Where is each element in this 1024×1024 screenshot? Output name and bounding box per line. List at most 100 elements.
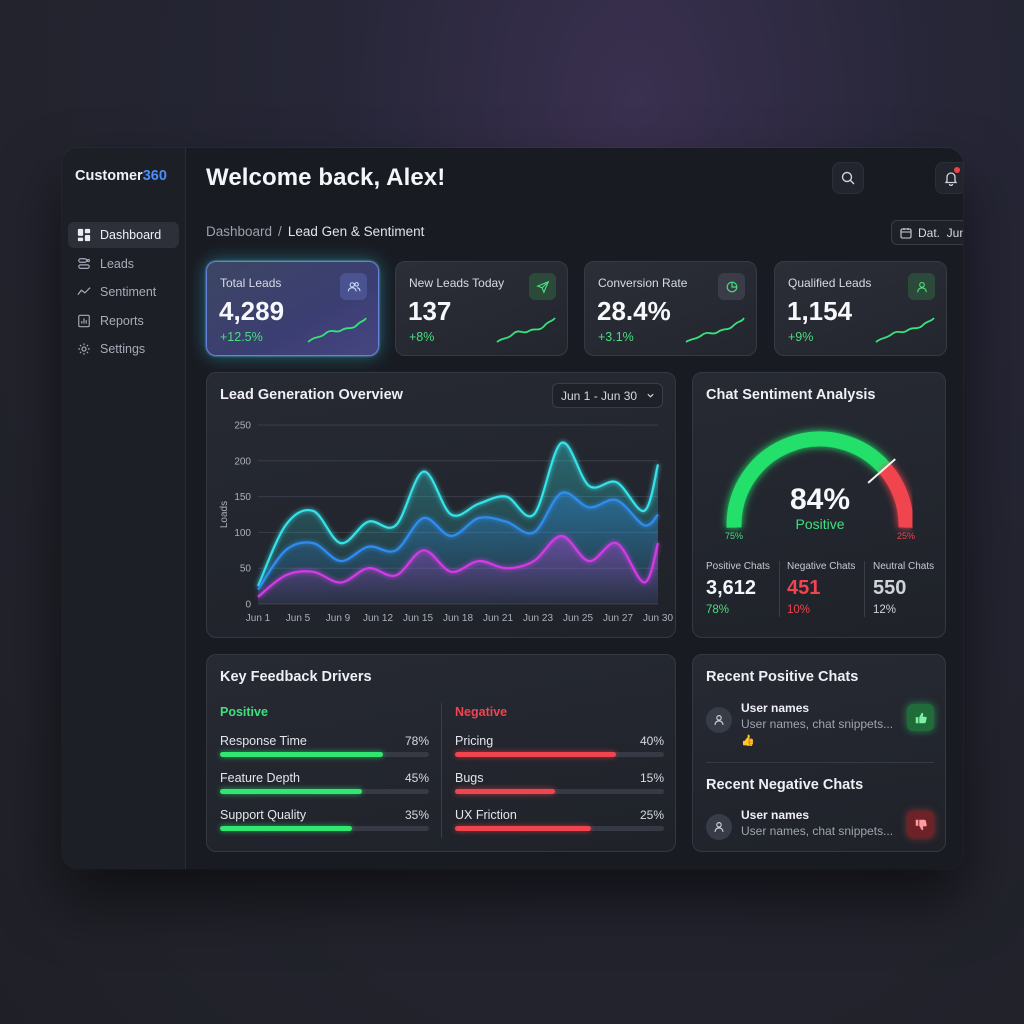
calendar-icon bbox=[900, 227, 912, 239]
kpi-delta: +3.1% bbox=[598, 330, 634, 344]
driver-percent: 15% bbox=[639, 771, 664, 785]
brand-name: Customer bbox=[75, 168, 143, 184]
kpi-delta: +9% bbox=[788, 330, 814, 344]
kpi-sparkline bbox=[307, 317, 367, 343]
kpi-card-new-leads-today[interactable]: New Leads Today 137 +8% bbox=[395, 261, 568, 356]
recent-negative-title: Recent Negative Chats bbox=[706, 777, 864, 793]
series-line[interactable] bbox=[256, 441, 660, 587]
progress-track bbox=[220, 752, 429, 757]
divider bbox=[441, 703, 442, 838]
negative-chats-stat: Negative Chats 451 10% bbox=[787, 561, 855, 616]
x-tick-label: Jun 1 bbox=[246, 613, 271, 624]
driver-name: Pricing bbox=[455, 734, 494, 748]
sidebar-item-reports[interactable]: Reports bbox=[68, 308, 179, 334]
card-title: Key Feedback Drivers bbox=[220, 669, 372, 685]
stat-label: Negative Chats bbox=[787, 561, 856, 572]
stat-value: 550 bbox=[873, 577, 907, 599]
notifications-button[interactable] bbox=[935, 162, 963, 194]
sidebar-item-leads[interactable]: Leads bbox=[68, 251, 179, 277]
sidebar-item-settings[interactable]: Settings bbox=[68, 336, 179, 362]
notification-dot bbox=[954, 167, 960, 173]
negative-chat-item[interactable]: User names User names, chat snippets... bbox=[706, 808, 934, 856]
y-tick-label: 150 bbox=[234, 492, 251, 503]
stat-percent: 12% bbox=[873, 604, 897, 616]
sidebar-item-sentiment[interactable]: Sentiment bbox=[68, 279, 179, 305]
y-tick-label: 0 bbox=[245, 600, 251, 611]
driver-percent: 78% bbox=[404, 734, 429, 748]
kpi-sparkline bbox=[685, 317, 745, 343]
series-line[interactable] bbox=[257, 491, 659, 591]
breadcrumb-root[interactable]: Dashboard bbox=[206, 224, 273, 239]
kpi-card-qualified-leads[interactable]: Qualified Leads 1,154 +9% bbox=[774, 261, 947, 356]
sidebar-item-label: Reports bbox=[100, 313, 144, 328]
sentiment-card: Chat Sentiment Analysis 84% Positive 75%… bbox=[692, 372, 946, 638]
positive-chat-item[interactable]: User names User names, chat snippets... … bbox=[706, 701, 934, 749]
date-range-dropdown[interactable]: Jun 1 - Jun 30 bbox=[552, 383, 663, 408]
gauge-right-label: 25% bbox=[897, 531, 915, 541]
progress-track bbox=[220, 789, 429, 794]
lead-generation-chart: 0 50 100 150 200 250 Loads Jun 1 Jun 5 Jun 9 Jun 1… bbox=[219, 421, 673, 625]
progress-track bbox=[455, 789, 664, 794]
kpi-sparkline bbox=[875, 317, 935, 343]
series-line[interactable] bbox=[257, 534, 660, 598]
pie-icon bbox=[718, 273, 745, 300]
kpi-card-total-leads[interactable]: Total Leads 4,289 +12.5% bbox=[206, 261, 379, 356]
gauge-negative-arc bbox=[878, 463, 914, 528]
driver-percent: 45% bbox=[404, 771, 429, 785]
kpi-sparkline bbox=[496, 317, 556, 343]
divider bbox=[706, 762, 934, 763]
sidebar-item-dashboard[interactable]: Dashboard bbox=[68, 222, 179, 248]
thumbs-down-icon[interactable] bbox=[907, 811, 934, 838]
negative-column-title: Negative bbox=[455, 705, 508, 719]
x-tick-label: Jun 27 bbox=[603, 613, 633, 624]
kpi-card-conversion-rate[interactable]: Conversion Rate 28.4% +3.1% bbox=[584, 261, 757, 356]
kpi-delta: +8% bbox=[409, 330, 435, 344]
card-title: Chat Sentiment Analysis bbox=[706, 387, 876, 403]
x-tick-label: Jun 12 bbox=[363, 613, 393, 624]
date-range-label: Jun 1 - Jun 30 bbox=[561, 388, 638, 403]
brand-logo[interactable]: Customer360 bbox=[75, 168, 167, 184]
gauge-left-label: 75% bbox=[725, 531, 743, 541]
date-picker-button[interactable]: Dat. Jun 21 bbox=[891, 220, 963, 245]
progress-fill bbox=[220, 789, 363, 794]
thumbs-up-icon[interactable] bbox=[907, 704, 934, 731]
reports-icon bbox=[76, 313, 92, 329]
x-tick-label: Jun 25 bbox=[563, 613, 593, 624]
neutral-chats-stat: Neutral Chats 550 12% bbox=[873, 561, 934, 616]
x-tick-label: Jun 5 bbox=[286, 613, 311, 624]
kpi-label: Qualified Leads bbox=[788, 276, 872, 290]
positive-chats-stat: Positive Chats 3,612 78% bbox=[706, 561, 770, 616]
page-title: Welcome back, Alex! bbox=[206, 164, 446, 191]
y-tick-label: 200 bbox=[234, 456, 251, 467]
breadcrumb-separator: / bbox=[278, 224, 282, 239]
lead-generation-card: Lead Generation Overview Jun 1 - Jun 30 … bbox=[206, 372, 676, 638]
search-button[interactable] bbox=[832, 162, 864, 194]
sidebar-item-label: Settings bbox=[100, 342, 146, 356]
kpi-value: 1,154 bbox=[787, 296, 853, 326]
driver-percent: 25% bbox=[639, 808, 664, 822]
kpi-label: Conversion Rate bbox=[598, 276, 688, 290]
user-icon bbox=[908, 273, 935, 300]
y-tick-label: 50 bbox=[240, 564, 252, 575]
gauge-value: 84% bbox=[790, 483, 850, 516]
x-tick-label: Jun 21 bbox=[483, 613, 513, 624]
stat-percent: 10% bbox=[787, 604, 811, 616]
kpi-value: 28.4% bbox=[597, 296, 671, 326]
progress-track bbox=[220, 826, 429, 831]
dashboard-icon bbox=[76, 227, 92, 243]
divider bbox=[779, 561, 780, 617]
stat-percent: 78% bbox=[706, 604, 730, 616]
breadcrumb: Dashboard / Lead Gen & Sentiment bbox=[206, 224, 424, 239]
trend-icon bbox=[76, 284, 92, 300]
stat-label: Positive Chats bbox=[706, 561, 770, 572]
gauge-positive-arc bbox=[726, 431, 891, 528]
progress-fill bbox=[220, 826, 352, 831]
search-icon bbox=[841, 171, 855, 185]
user-icon bbox=[706, 707, 732, 733]
driver-name: Bugs bbox=[455, 771, 484, 785]
x-tick-label: Jun 23 bbox=[523, 613, 553, 624]
progress-track bbox=[455, 752, 664, 757]
divider bbox=[864, 561, 865, 617]
card-title: Lead Generation Overview bbox=[220, 387, 403, 403]
stat-label: Neutral Chats bbox=[873, 561, 935, 572]
